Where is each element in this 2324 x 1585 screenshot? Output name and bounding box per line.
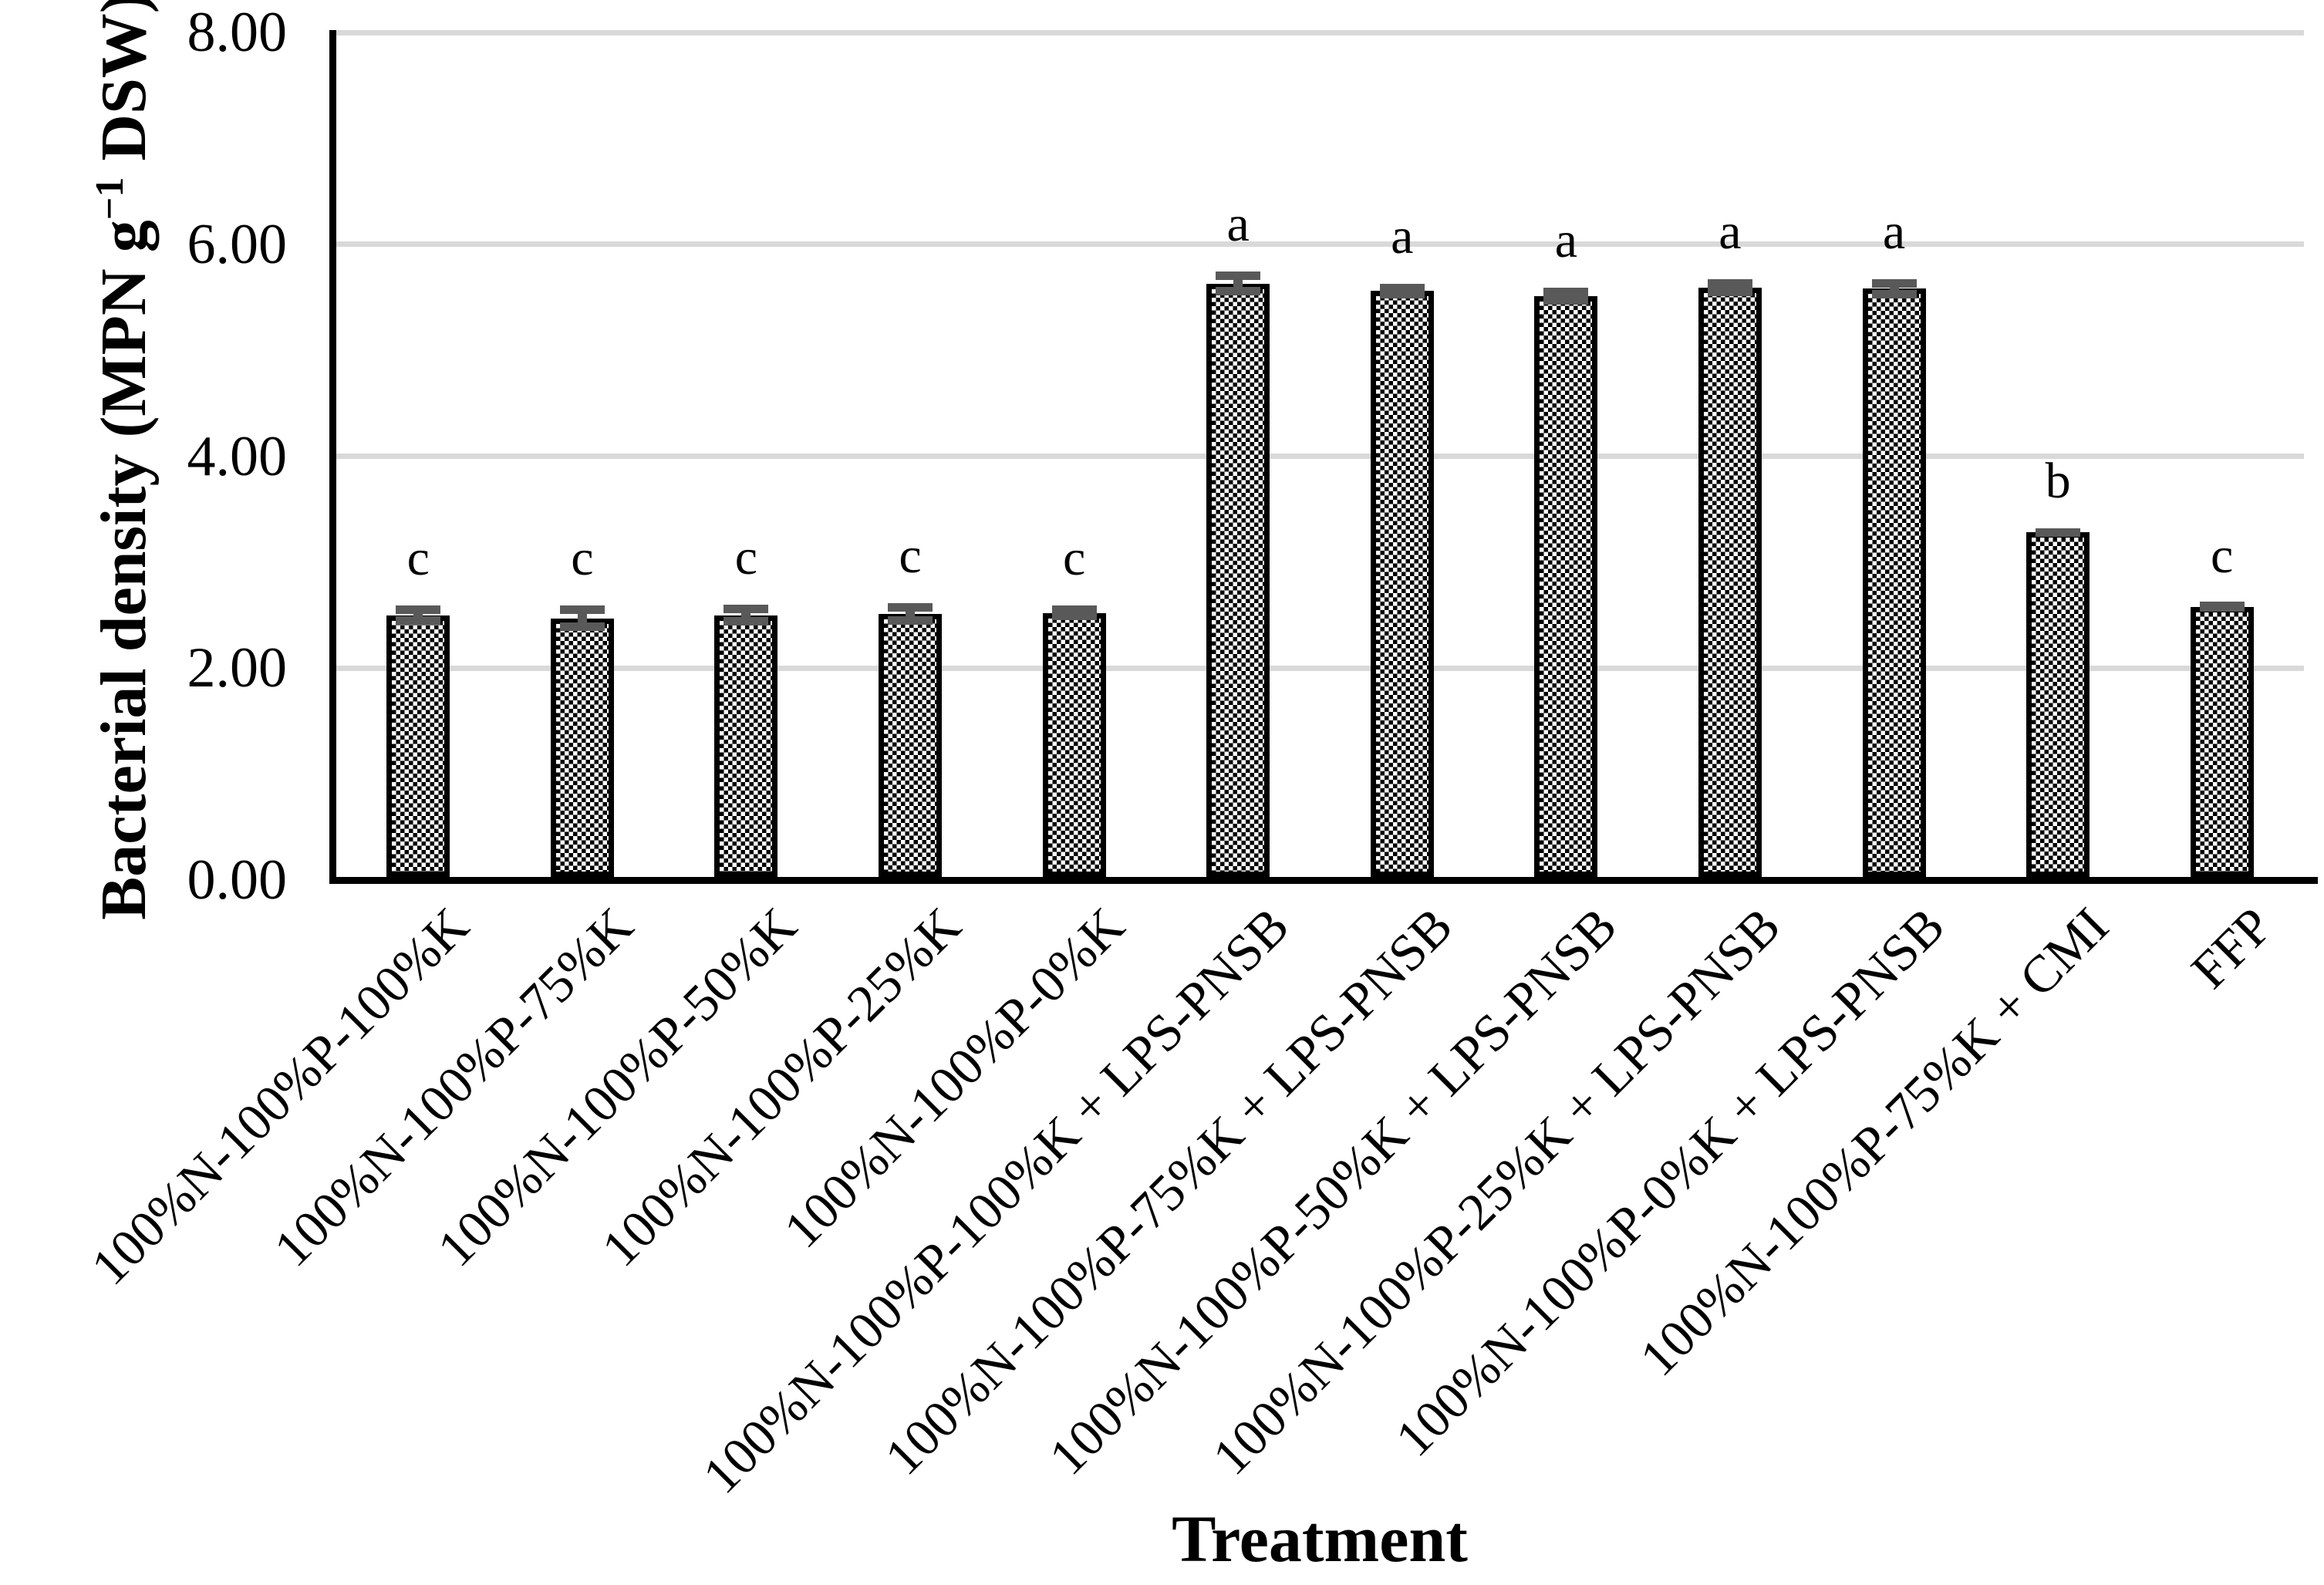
error-bar	[1051, 605, 1097, 621]
error-bar	[888, 603, 933, 625]
error-bar-bottom-cap	[2036, 528, 2081, 537]
error-bar-bottom-cap	[396, 615, 441, 625]
y-tick-label: 6.00	[187, 212, 288, 276]
bar-100%N-100%P-0%K	[1042, 612, 1106, 877]
significance-letter: c	[571, 530, 594, 587]
y-axis-line	[329, 30, 336, 884]
bar-100%N-100%P-50%K	[714, 615, 778, 877]
error-bar	[2036, 528, 2081, 537]
error-bar	[724, 604, 769, 626]
bar-FFP	[2190, 606, 2254, 877]
significance-letter: c	[734, 528, 758, 585]
significance-letter: a	[1391, 207, 1414, 265]
error-bar	[1871, 279, 1917, 298]
bar-100%N-100%P-25%K + LPS-PNSB	[1698, 288, 1762, 877]
bar-100%N-100%P-75%K + LPS-PNSB	[1370, 291, 1434, 877]
significance-letter: a	[1554, 212, 1578, 269]
error-bar-bottom-cap	[2199, 601, 2245, 610]
error-bar	[559, 605, 605, 632]
y-tick-label: 2.00	[187, 636, 288, 700]
bar-100%N-100%P-25%K	[879, 614, 943, 877]
error-bar	[2199, 601, 2245, 612]
y-axis-title-superscript: −1	[88, 177, 132, 221]
gridline-6.00	[336, 241, 2304, 248]
error-bar	[1379, 283, 1425, 298]
error-bar-bottom-cap	[1871, 289, 1917, 298]
bar-100%N-100%P-0%K + LPS-PNSB	[1862, 288, 1926, 877]
bar-100%N-100%P-75%K	[550, 618, 614, 877]
error-bar-bottom-cap	[559, 622, 605, 632]
x-category-label: FFP	[2180, 895, 2284, 1000]
significance-letter: b	[2045, 452, 2071, 509]
y-tick-label: 0.00	[187, 848, 288, 912]
y-tick-label: 4.00	[187, 424, 288, 488]
bar-100%N-100%P-100%K	[386, 615, 450, 877]
bar-100%N-100%P-100%K + LPS-PNSB	[1206, 283, 1270, 877]
error-bar	[396, 605, 441, 625]
y-tick-label: 8.00	[187, 1, 288, 64]
error-bar-bottom-cap	[724, 617, 769, 626]
x-axis-title: Treatment	[1172, 1502, 1468, 1576]
significance-letter: a	[1882, 204, 1906, 261]
error-bar	[1543, 288, 1589, 305]
significance-letter: c	[2211, 528, 2234, 585]
error-bar-bottom-cap	[1379, 289, 1425, 298]
error-bar-bottom-cap	[888, 615, 933, 625]
error-bar-bottom-cap	[1216, 286, 1261, 295]
bar-100%N-100%P-75%K + CMI	[2026, 532, 2090, 877]
error-bar-bottom-cap	[1543, 296, 1589, 305]
error-bar	[1216, 271, 1261, 295]
significance-letter: c	[406, 530, 430, 587]
significance-letter: c	[1062, 530, 1086, 587]
gridline-8.00	[336, 29, 2304, 35]
error-bar-bottom-cap	[1051, 612, 1097, 621]
error-bar-bottom-cap	[1707, 288, 1752, 297]
significance-letter: c	[899, 528, 922, 585]
gridline-4.00	[336, 454, 2304, 459]
bar-100%N-100%P-50%K + LPS-PNSB	[1534, 296, 1598, 877]
y-axis-title-text: Bacterial density (MPN g	[88, 220, 160, 920]
gridline-2.00	[336, 665, 2304, 671]
x-axis-line	[329, 877, 2318, 884]
significance-letter: a	[1719, 204, 1742, 261]
error-bar	[1707, 279, 1752, 297]
x-category-label: 100%N-100%P-100%K + LPS-PNSB	[691, 895, 1300, 1505]
significance-letter: a	[1226, 196, 1250, 253]
